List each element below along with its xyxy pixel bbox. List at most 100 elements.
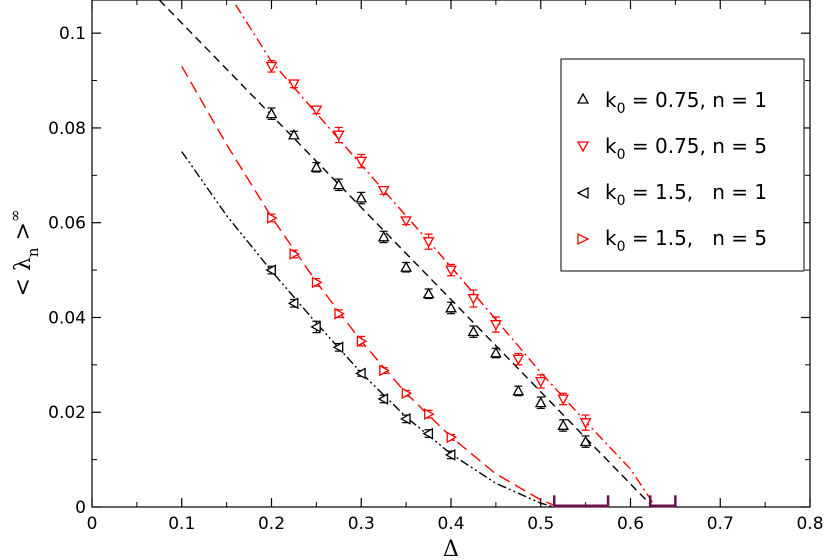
x-tick-label: 0.5: [527, 514, 554, 534]
marker-triangle-up: [287, 128, 300, 140]
marker-triangle-down: [355, 156, 368, 168]
data-point: [355, 153, 368, 169]
data-point: [445, 263, 457, 277]
x-tick-label: 0.3: [348, 514, 375, 534]
data-point: [400, 216, 413, 227]
marker-triangle-right: [379, 364, 390, 377]
marker-triangle-left: [287, 297, 299, 310]
marker-triangle-down: [332, 130, 345, 142]
data-point: [512, 352, 525, 366]
threshold-bar: [552, 495, 610, 508]
marker-triangle-right: [446, 431, 458, 444]
data-point: [287, 297, 299, 310]
marker-triangle-up: [467, 325, 480, 337]
x-tick-label: 0.6: [617, 514, 644, 534]
marker-triangle-down: [287, 79, 300, 91]
x-tick-label: 0: [87, 514, 98, 534]
marker-triangle-left: [422, 427, 434, 440]
threshold-bar: [648, 495, 677, 508]
data-point: [467, 289, 480, 308]
data-point: [355, 191, 368, 205]
x-tick-label: 0.2: [258, 514, 285, 534]
data-point: [512, 384, 525, 397]
marker-triangle-down: [422, 237, 435, 248]
data-point: [444, 448, 456, 461]
data-point: [489, 316, 502, 333]
fit-line-dash-dot-dot: [181, 151, 555, 507]
x-axis-label: Δ: [443, 537, 459, 560]
data-point: [401, 387, 413, 400]
data-point: [267, 212, 278, 224]
marker-triangle-right: [356, 335, 368, 348]
legend: k0 = 0.75, n = 1 k0 = 0.75, n = 5 k0 = 1…: [560, 58, 805, 272]
data-point: [332, 341, 344, 354]
marker-triangle-up: [265, 107, 278, 119]
marker-triangle-right: [311, 276, 323, 289]
data-point: [579, 414, 592, 431]
marker-triangle-right: [424, 408, 435, 421]
data-point: [377, 393, 389, 405]
marker-triangle-right: [334, 307, 345, 320]
series-triangle-left: [265, 264, 456, 461]
legend-marker-triangle-down: [576, 141, 590, 153]
marker-triangle-up: [534, 396, 547, 408]
data-point: [422, 427, 434, 440]
marker-triangle-left: [399, 412, 411, 425]
fit-line-dashed: [158, 0, 654, 507]
marker-triangle-right: [289, 248, 301, 260]
threshold-bars: [552, 495, 677, 508]
marker-triangle-left: [377, 393, 389, 405]
marker-triangle-right: [401, 387, 413, 400]
y-tick-label: 0.04: [48, 308, 86, 328]
marker-triangle-left: [265, 264, 276, 277]
x-tick-label: 0.1: [168, 514, 195, 534]
y-axis-label: < λn >∞: [6, 210, 42, 297]
data-point: [265, 107, 278, 121]
marker-triangle-down: [557, 394, 570, 406]
data-point: [557, 419, 570, 432]
marker-triangle-up: [557, 419, 570, 430]
data-point: [310, 161, 323, 173]
legend-marker-triangle-right: [577, 232, 590, 246]
legend-box: [560, 58, 805, 272]
data-point: [310, 105, 323, 117]
y-tick-label: 0.08: [48, 119, 86, 139]
data-point: [287, 79, 300, 91]
marker-triangle-down: [445, 265, 457, 277]
data-points: [265, 60, 592, 461]
data-point: [377, 185, 390, 197]
marker-triangle-down: [265, 61, 278, 73]
y-tick-label: 0.1: [59, 24, 86, 44]
y-tick-label: 0: [75, 498, 86, 518]
marker-triangle-up: [400, 261, 413, 272]
data-point: [332, 178, 345, 192]
legend-entry-k075-n5: k0 = 0.75, n = 5: [576, 134, 767, 163]
data-point: [287, 128, 300, 140]
data-point: [399, 412, 411, 425]
marker-triangle-up: [422, 287, 435, 299]
series-triangle-up: [265, 107, 592, 448]
x-tick-label: 0.7: [707, 514, 734, 534]
y-tick-label: 0.06: [48, 214, 86, 234]
data-point: [265, 264, 276, 277]
data-point: [467, 325, 480, 338]
data-point: [377, 230, 390, 244]
marker-triangle-right: [267, 212, 278, 224]
data-point: [422, 233, 435, 250]
marker-triangle-left: [310, 320, 321, 333]
series-triangle-right: [267, 212, 458, 444]
data-point: [310, 320, 321, 334]
marker-triangle-down: [489, 320, 502, 331]
marker-triangle-down: [534, 376, 547, 388]
marker-triangle-down: [579, 418, 592, 429]
series-triangle-down: [265, 60, 592, 431]
marker-triangle-down: [377, 185, 390, 197]
marker-triangle-left: [444, 448, 456, 461]
marker-triangle-down: [400, 216, 413, 227]
y-tick-label: 0.02: [48, 403, 86, 423]
data-point: [311, 276, 323, 289]
marker-triangle-up: [377, 230, 390, 242]
data-point: [445, 301, 457, 315]
legend-marker-triangle-left: [576, 186, 589, 200]
legend-marker-triangle-up: [576, 92, 590, 104]
